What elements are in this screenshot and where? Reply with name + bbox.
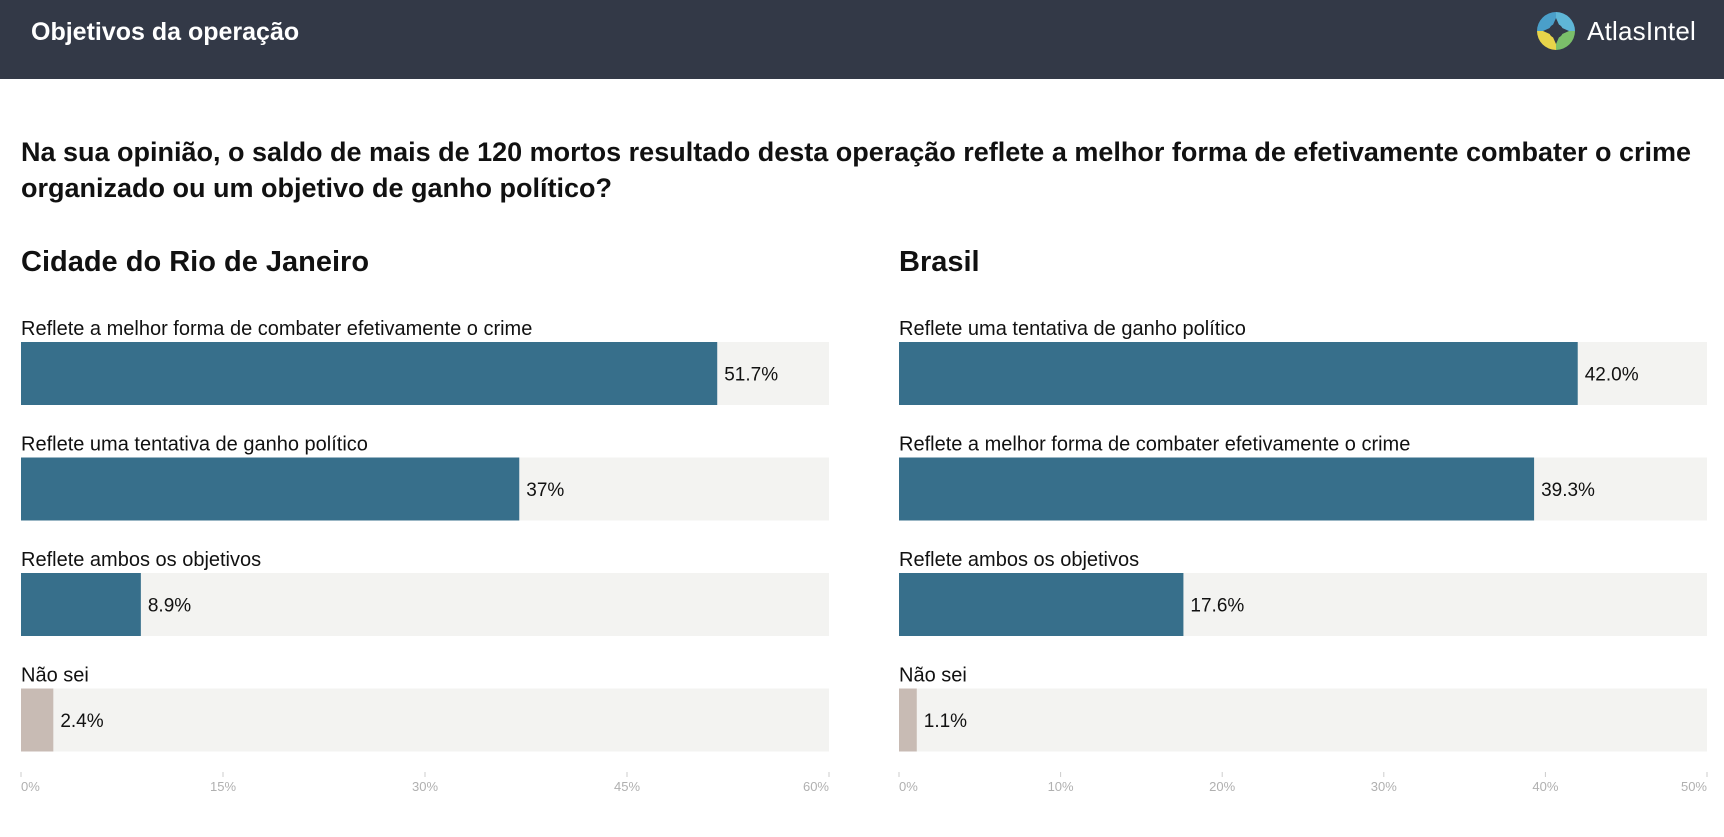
brand: AtlasIntel xyxy=(1535,10,1696,52)
category-label: Reflete a melhor forma de combater efeti… xyxy=(899,434,1410,456)
category-label: Reflete a melhor forma de combater efeti… xyxy=(21,318,532,340)
tick-label: 50% xyxy=(1681,779,1707,794)
bar xyxy=(21,688,54,752)
chart-title: Cidade do Rio de Janeiro xyxy=(21,246,370,278)
chart-panel-rio: Cidade do Rio de Janeiro Reflete a melho… xyxy=(20,246,830,796)
bar-chart-rio: Reflete a melhor forma de combater efeti… xyxy=(20,318,830,794)
data-label: 2.4% xyxy=(60,711,103,732)
data-label: 51.7% xyxy=(724,365,778,386)
bar xyxy=(899,457,1535,521)
bar-track xyxy=(21,688,829,752)
tick-label: 40% xyxy=(1532,779,1558,794)
tick-label: 30% xyxy=(412,779,438,794)
question-text: Na sua opinião, o saldo de mais de 120 m… xyxy=(21,137,1692,203)
category-label: Não sei xyxy=(21,665,89,687)
bar xyxy=(899,688,917,752)
category-label: Reflete ambos os objetivos xyxy=(21,549,261,571)
tick-label: 10% xyxy=(1048,779,1074,794)
bar xyxy=(21,457,520,521)
chart-title: Brasil xyxy=(899,246,980,278)
category-label: Reflete uma tentativa de ganho político xyxy=(21,434,368,456)
tick-label: 20% xyxy=(1209,779,1235,794)
brand-name: AtlasIntel xyxy=(1587,15,1696,46)
tick-label: 30% xyxy=(1371,779,1397,794)
data-label: 17.6% xyxy=(1190,596,1244,617)
data-label: 8.9% xyxy=(148,596,191,617)
data-label: 1.1% xyxy=(924,711,967,732)
data-label: 39.3% xyxy=(1541,480,1595,501)
bar-track xyxy=(899,688,1707,752)
tick-label: 0% xyxy=(21,779,40,794)
bar xyxy=(899,573,1184,636)
page-title: Objetivos da operação xyxy=(31,18,300,46)
header-bar: Objetivos da operação AtlasIntel xyxy=(0,0,1724,79)
bar xyxy=(21,573,141,636)
tick-label: 15% xyxy=(210,779,236,794)
data-label: 42.0% xyxy=(1585,365,1639,386)
tick-label: 0% xyxy=(899,779,918,794)
chart-panel-brasil: Brasil Reflete uma tentativa de ganho po… xyxy=(898,246,1708,796)
category-label: Reflete uma tentativa de ganho político xyxy=(899,318,1246,340)
bar-chart-brasil: Reflete uma tentativa de ganho político 4… xyxy=(898,318,1708,794)
bar-track xyxy=(21,573,829,636)
tick-label: 45% xyxy=(614,779,640,794)
atlasintel-logo-icon xyxy=(1537,12,1576,50)
category-label: Reflete ambos os objetivos xyxy=(899,549,1139,571)
category-label: Não sei xyxy=(899,665,967,687)
tick-label: 60% xyxy=(803,779,829,794)
bar xyxy=(899,342,1578,405)
data-label: 37% xyxy=(526,480,564,501)
bar xyxy=(21,342,718,405)
